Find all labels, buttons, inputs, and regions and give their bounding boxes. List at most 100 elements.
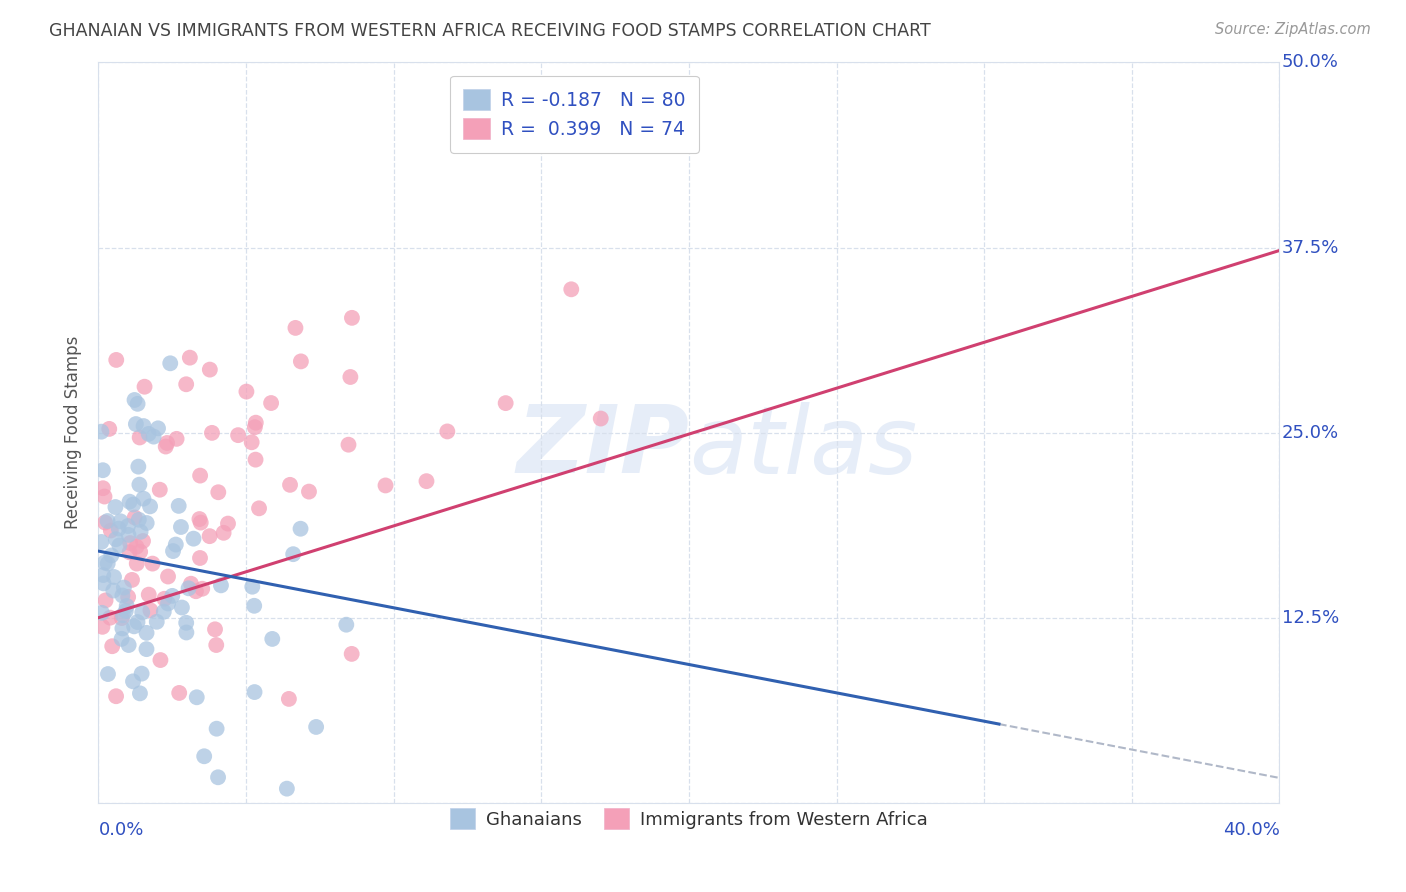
Point [100, 549, 122, 563]
Point [124, 510, 146, 524]
Point [129, 545, 152, 559]
Point [337, 438, 360, 452]
Point [93, 490, 115, 504]
Point [159, 356, 181, 370]
Point [155, 440, 177, 454]
Point [170, 600, 193, 615]
Point [188, 551, 211, 566]
Point [103, 583, 125, 598]
Point [183, 532, 205, 546]
Point [374, 478, 396, 492]
Point [207, 485, 229, 500]
Point [226, 428, 249, 442]
Point [125, 417, 148, 431]
Point [132, 491, 155, 506]
Point [111, 611, 134, 625]
Point [201, 425, 224, 440]
Point [122, 674, 145, 689]
Point [235, 384, 257, 399]
Point [152, 605, 174, 619]
Point [290, 354, 312, 368]
Point [153, 591, 176, 606]
Point [132, 419, 155, 434]
Text: atlas: atlas [689, 402, 917, 493]
Point [128, 430, 150, 444]
Point [217, 516, 239, 531]
Point [112, 581, 135, 595]
Point [97, 557, 120, 571]
Point [129, 686, 152, 700]
Point [118, 494, 141, 508]
Point [340, 310, 363, 325]
Point [93, 556, 115, 570]
Point [104, 533, 127, 547]
Point [290, 522, 312, 536]
Point [188, 512, 211, 526]
Point [139, 603, 162, 617]
Point [243, 420, 266, 434]
Point [247, 501, 270, 516]
Point [277, 692, 299, 706]
Text: Source: ZipAtlas.com: Source: ZipAtlas.com [1215, 22, 1371, 37]
Point [128, 513, 150, 527]
Point [141, 557, 163, 571]
Point [107, 522, 129, 536]
Point [176, 625, 198, 640]
Point [560, 282, 582, 296]
Point [111, 632, 134, 646]
Text: 37.5%: 37.5% [1282, 238, 1339, 257]
Point [245, 452, 267, 467]
Point [204, 623, 226, 637]
Point [117, 590, 139, 604]
Point [127, 615, 149, 629]
Point [132, 533, 155, 548]
Point [134, 380, 156, 394]
Point [177, 582, 200, 596]
Point [142, 429, 165, 443]
Point [207, 770, 229, 784]
Point [186, 690, 208, 705]
Point [97, 667, 120, 681]
Point [205, 722, 228, 736]
Point [162, 589, 184, 603]
Text: 25.0%: 25.0% [1282, 424, 1339, 442]
Point [129, 524, 152, 539]
Point [170, 520, 193, 534]
Point [90, 425, 112, 439]
Point [205, 638, 228, 652]
Point [174, 615, 197, 630]
Point [101, 639, 124, 653]
Point [146, 421, 169, 435]
Point [120, 536, 142, 550]
Point [193, 749, 215, 764]
Text: ZIP: ZIP [516, 401, 689, 493]
Point [260, 396, 283, 410]
Legend: Ghanaians, Immigrants from Western Africa: Ghanaians, Immigrants from Western Afric… [441, 799, 936, 838]
Point [167, 499, 190, 513]
Point [180, 576, 202, 591]
Point [495, 396, 517, 410]
Point [138, 426, 160, 441]
Point [105, 353, 128, 368]
Point [114, 604, 136, 618]
Point [166, 432, 188, 446]
Point [283, 547, 305, 561]
Point [111, 589, 134, 603]
Point [125, 540, 148, 554]
Point [98, 422, 121, 436]
Point [179, 351, 201, 365]
Point [340, 647, 363, 661]
Point [94, 516, 117, 530]
Point [157, 569, 180, 583]
Point [190, 516, 212, 530]
Point [117, 519, 139, 533]
Point [209, 578, 232, 592]
Y-axis label: Receiving Food Stamps: Receiving Food Stamps [65, 336, 83, 529]
Point [139, 500, 162, 514]
Point [262, 632, 284, 646]
Point [174, 377, 197, 392]
Point [184, 584, 207, 599]
Point [111, 608, 134, 623]
Point [240, 435, 263, 450]
Point [305, 720, 328, 734]
